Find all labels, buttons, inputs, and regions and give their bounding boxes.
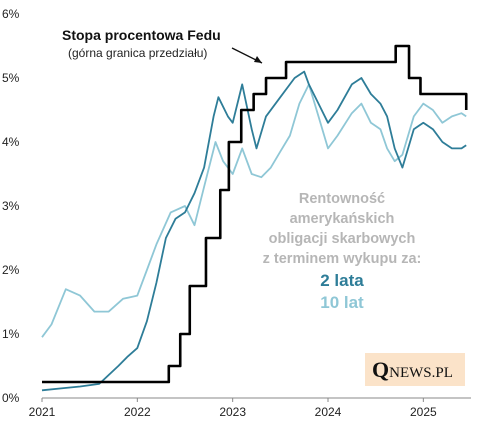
y-tick-label: 2% <box>2 263 20 277</box>
x-tick-label: 2025 <box>410 405 437 419</box>
y-tick-label: 6% <box>2 7 20 21</box>
series-layer <box>41 44 468 392</box>
y-ticks: 0% 1% 2% 3% 4% 5% 6% <box>2 7 20 405</box>
yield-annotation: Rentowność amerykańskich obligacji skarb… <box>263 191 422 312</box>
logo-text: QNEWS.PL <box>372 357 453 382</box>
y-tick-label: 4% <box>2 135 20 149</box>
x-tick-label: 2024 <box>315 405 342 419</box>
fed-title: Stopa procentowa Fedu <box>62 27 221 43</box>
legend-2y: 2 lata <box>320 271 364 290</box>
x-tick-label: 2023 <box>219 405 246 419</box>
logo-q: Q <box>372 357 389 382</box>
fed-subtitle: (górna granica przedziału) <box>68 46 207 60</box>
legend-10y: 10 lat <box>320 293 364 312</box>
x-tick-label: 2021 <box>29 405 56 419</box>
y-tick-label: 3% <box>2 199 20 213</box>
logo-rest: NEWS.PL <box>389 365 453 381</box>
yield-title-line-1: Rentowność <box>299 191 385 207</box>
axes: 2021 2022 2023 2024 2025 0% 1% 2% 3% 4% 5% 6% <box>2 7 471 419</box>
yield-title-line-2: amerykańskich <box>290 211 395 227</box>
series-line-y10 <box>41 83 467 338</box>
y-tick-label: 1% <box>2 327 20 341</box>
y-tick-label: 0% <box>2 391 20 405</box>
logo-background <box>365 353 465 386</box>
x-tick-label: 2022 <box>124 405 151 419</box>
fed-pointer-head <box>254 56 262 63</box>
qnews-logo: QNEWS.PL <box>365 353 465 386</box>
x-ticks: 2021 2022 2023 2024 2025 <box>29 398 437 419</box>
yield-title-line-4: z terminem wykupu za: <box>263 251 422 267</box>
y-tick-label: 5% <box>2 71 20 85</box>
series-line-y2 <box>41 70 467 392</box>
yield-title-line-3: obligacji skarbowych <box>269 231 416 247</box>
fed-annotation: Stopa procentowa Fedu (górna granica prz… <box>62 27 263 64</box>
series-line-fed <box>42 44 468 384</box>
